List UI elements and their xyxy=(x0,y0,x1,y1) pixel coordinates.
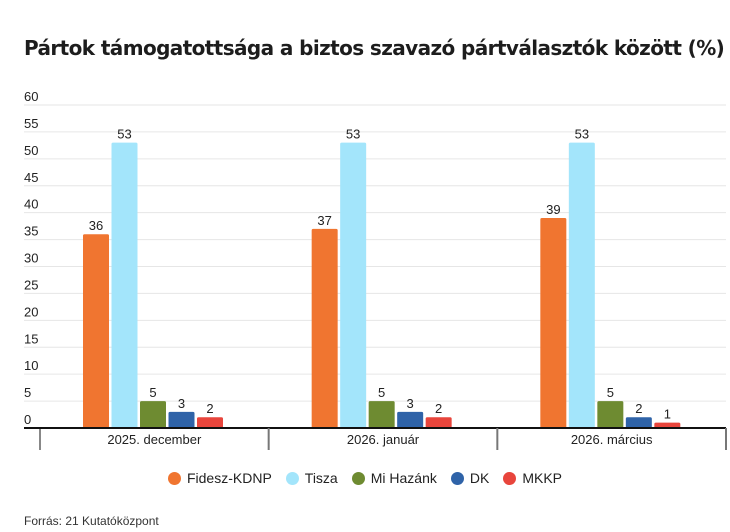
y-tick-label: 55 xyxy=(24,116,38,131)
value-label: 5 xyxy=(149,385,156,400)
y-tick-label: 15 xyxy=(24,331,38,346)
y-tick-label: 0 xyxy=(24,412,31,427)
x-category-label: 2026. március xyxy=(571,432,653,447)
legend-label: Tisza xyxy=(304,470,338,486)
x-category-label: 2025. december xyxy=(107,432,202,447)
value-label: 1 xyxy=(664,407,671,422)
x-category-label: 2026. január xyxy=(347,432,420,447)
legend-label: Mi Hazánk xyxy=(370,470,437,486)
bar-mi-hazánk[interactable] xyxy=(368,401,395,428)
legend-item[interactable]: Fidesz-KDNP xyxy=(167,470,272,486)
legend-item[interactable]: MKKP xyxy=(503,470,562,486)
y-tick-label: 40 xyxy=(24,197,38,212)
value-label: 2 xyxy=(435,401,442,416)
bar-fidesz-kdnp[interactable] xyxy=(540,218,567,428)
legend-label: DK xyxy=(469,470,490,486)
legend-swatch-icon xyxy=(450,471,464,485)
bar-fidesz-kdnp[interactable] xyxy=(311,228,338,428)
legend-swatch-icon xyxy=(285,471,299,485)
y-tick-label: 30 xyxy=(24,251,38,266)
value-label: 3 xyxy=(178,396,185,411)
value-label: 5 xyxy=(607,385,614,400)
value-label: 37 xyxy=(317,213,331,228)
bar-tisza[interactable] xyxy=(340,142,367,428)
source-note: Forrás: 21 Kutatóközpont xyxy=(24,514,159,528)
value-label: 36 xyxy=(89,218,103,233)
value-label: 2 xyxy=(635,401,642,416)
y-axis-ticks: 0 5 10 15 20 25 30 35 40 45 50 55 60 xyxy=(24,89,38,427)
bar-mi-hazánk[interactable] xyxy=(140,401,166,428)
legend-item[interactable]: Tisza xyxy=(285,470,338,486)
value-label: 53 xyxy=(575,127,589,142)
legend-label: MKKP xyxy=(522,470,562,486)
value-label: 39 xyxy=(546,202,560,217)
chart-title: Pártok támogatottsága a biztos szavazó p… xyxy=(24,36,725,60)
bar-tisza[interactable] xyxy=(568,142,595,428)
bar-dk[interactable] xyxy=(168,411,195,428)
bar-mi-hazánk[interactable] xyxy=(597,401,624,428)
y-tick-label: 10 xyxy=(24,358,38,373)
legend: Fidesz-KDNP Tisza Mi Hazánk DK MKKP xyxy=(0,470,730,486)
y-tick-label: 5 xyxy=(24,385,31,400)
legend-swatch-icon xyxy=(167,471,181,485)
value-label: 53 xyxy=(117,127,131,142)
value-label: 2 xyxy=(206,401,213,416)
gridlines xyxy=(24,104,726,402)
x-axis: 2025. december 2026. január 2026. március xyxy=(24,427,727,450)
value-label: 5 xyxy=(378,385,385,400)
value-label: 53 xyxy=(346,127,360,142)
y-tick-label: 35 xyxy=(24,224,38,239)
legend-item[interactable]: Mi Hazánk xyxy=(351,470,437,486)
bar-mkkp[interactable] xyxy=(197,417,223,428)
bar-mkkp[interactable] xyxy=(425,417,452,428)
bar-dk[interactable] xyxy=(397,411,424,428)
bar-tisza[interactable] xyxy=(111,142,138,428)
y-tick-label: 60 xyxy=(24,89,38,104)
legend-swatch-icon xyxy=(503,471,517,485)
legend-swatch-icon xyxy=(351,471,365,485)
bars xyxy=(83,142,681,428)
legend-label: Fidesz-KDNP xyxy=(186,470,272,486)
bar-mkkp[interactable] xyxy=(654,422,681,428)
y-tick-label: 45 xyxy=(24,170,38,185)
y-tick-label: 25 xyxy=(24,277,38,292)
legend-item[interactable]: DK xyxy=(450,470,490,486)
y-tick-label: 50 xyxy=(24,143,38,158)
y-tick-label: 20 xyxy=(24,304,38,319)
bar-dk[interactable] xyxy=(625,417,652,428)
bar-fidesz-kdnp[interactable] xyxy=(83,234,109,428)
value-label: 3 xyxy=(407,396,414,411)
